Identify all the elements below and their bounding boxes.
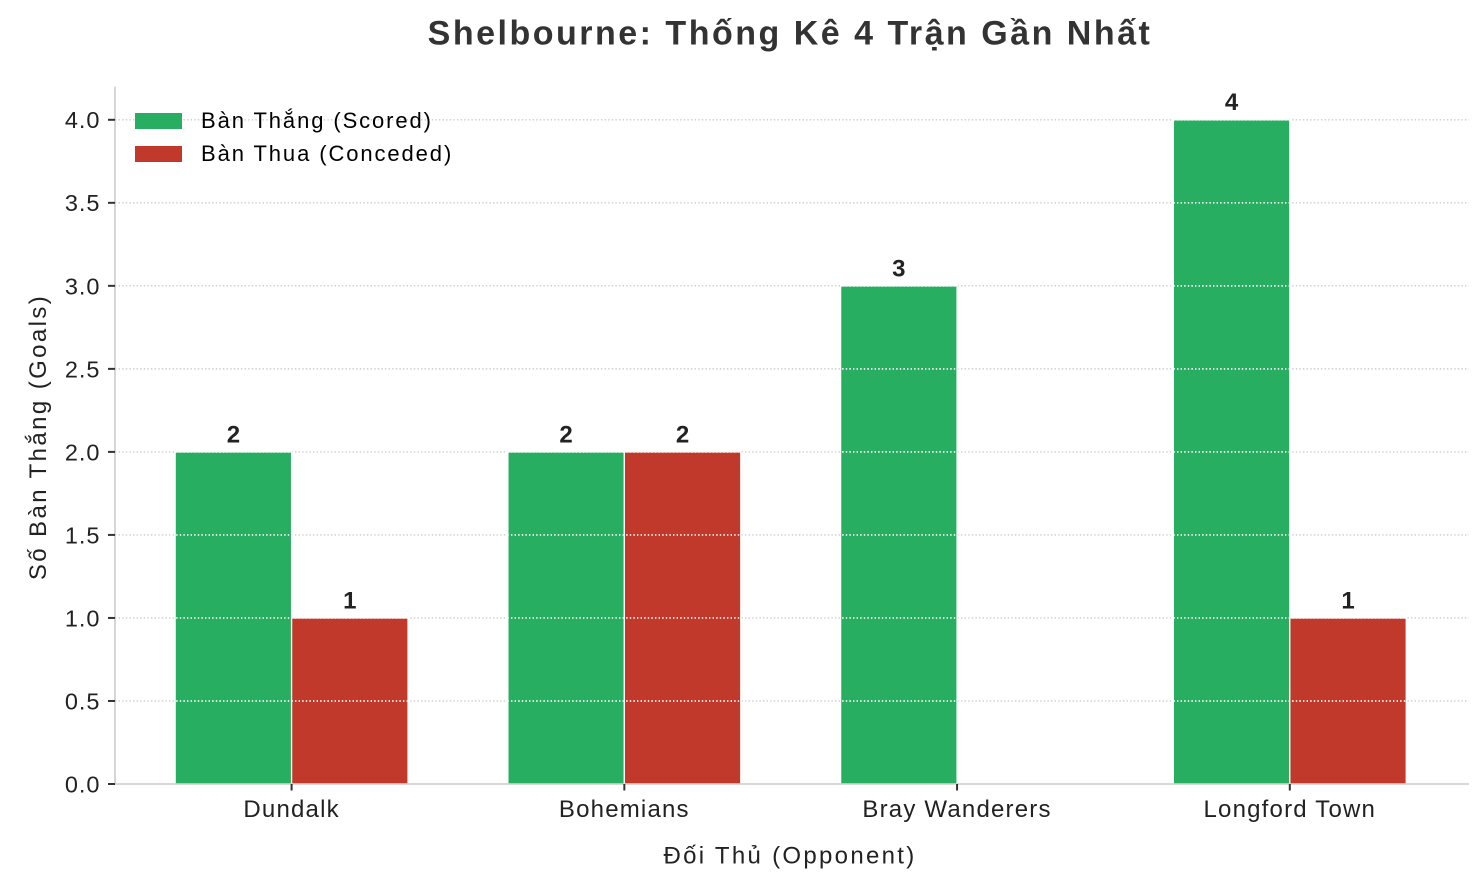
svg-text:4.0: 4.0 bbox=[65, 107, 101, 133]
svg-text:3: 3 bbox=[892, 255, 905, 282]
svg-text:Đối Thủ (Opponent): Đối Thủ (Opponent) bbox=[663, 843, 916, 870]
svg-text:1.5: 1.5 bbox=[65, 522, 101, 548]
svg-text:2.5: 2.5 bbox=[65, 356, 101, 382]
svg-text:Bray Wanderers: Bray Wanderers bbox=[862, 796, 1051, 823]
svg-text:Bàn Thắng (Scored): Bàn Thắng (Scored) bbox=[201, 108, 433, 133]
svg-text:1: 1 bbox=[343, 587, 356, 614]
svg-text:Shelbourne: Thống Kê 4 Trận Gầ: Shelbourne: Thống Kê 4 Trận Gần Nhất bbox=[428, 15, 1153, 53]
svg-text:0.5: 0.5 bbox=[65, 688, 101, 714]
svg-text:Longford Town: Longford Town bbox=[1203, 796, 1376, 823]
svg-text:Bohemians: Bohemians bbox=[559, 796, 690, 823]
svg-text:Số Bàn Thắng (Goals): Số Bàn Thắng (Goals) bbox=[25, 294, 52, 580]
svg-text:0.0: 0.0 bbox=[65, 771, 101, 797]
svg-text:1: 1 bbox=[1341, 587, 1354, 614]
svg-text:1.0: 1.0 bbox=[65, 605, 101, 631]
svg-text:3.5: 3.5 bbox=[65, 190, 101, 216]
svg-text:Dundalk: Dundalk bbox=[243, 796, 339, 823]
svg-text:2: 2 bbox=[227, 421, 240, 448]
svg-text:2: 2 bbox=[559, 421, 572, 448]
svg-text:4: 4 bbox=[1225, 89, 1239, 116]
svg-text:2.0: 2.0 bbox=[65, 439, 101, 465]
svg-text:Bàn Thua (Conceded): Bàn Thua (Conceded) bbox=[201, 141, 453, 166]
svg-text:2: 2 bbox=[676, 421, 689, 448]
svg-text:3.0: 3.0 bbox=[65, 273, 101, 299]
